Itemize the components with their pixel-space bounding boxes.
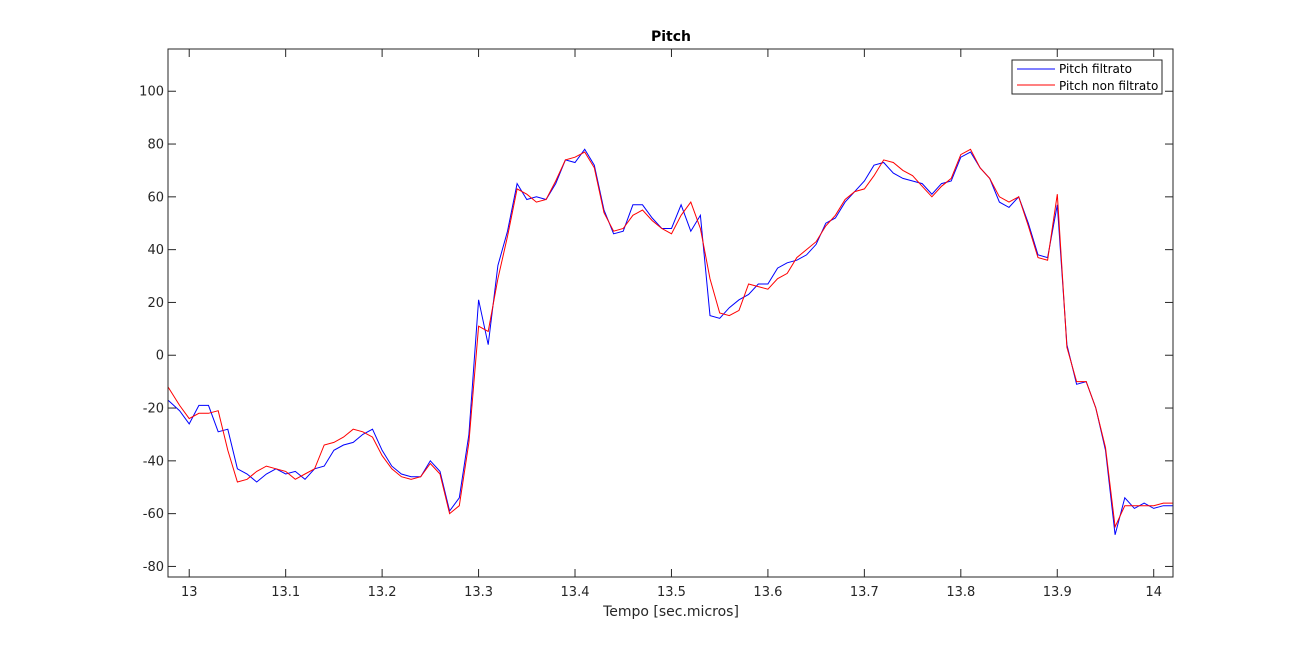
y-axis-ticks: -80 -60 -40 -20 0 20 40 60 80 100	[139, 85, 1173, 575]
x-tick-label: 13.3	[464, 585, 493, 600]
y-tick-label: 60	[147, 190, 164, 205]
y-tick-label: 40	[147, 243, 164, 258]
x-tick-label: 13.4	[561, 585, 590, 600]
y-tick-label: -20	[143, 402, 164, 417]
x-tick-label: 13.9	[1043, 585, 1072, 600]
x-axis-ticks: 13 13.1 13.2 13.3 13.4 13.5 13.6 13.7 13.8 13.9 14	[181, 49, 1162, 600]
chart-title: Pitch	[651, 29, 691, 45]
x-tick-label: 13.7	[850, 585, 879, 600]
y-tick-label: 0	[156, 349, 164, 364]
series-line-pitch-filtrato	[167, 148, 1173, 535]
series-layer	[167, 148, 1173, 535]
y-tick-label: -80	[143, 560, 164, 575]
legend-box	[1011, 59, 1163, 95]
legend-label-pitch-non-filtrato: Pitch non filtrato	[1059, 79, 1158, 93]
series-line-pitch-non-filtrato	[167, 148, 1173, 529]
y-tick-label: 100	[139, 85, 164, 100]
x-tick-label: 13.6	[753, 585, 782, 600]
x-tick-label: 13.2	[368, 585, 397, 600]
plot-frame	[167, 48, 1174, 578]
x-tick-label: 13.5	[657, 585, 686, 600]
y-tick-label: -40	[143, 454, 164, 469]
x-tick-label: 13.1	[271, 585, 300, 600]
x-tick-label: 13	[181, 585, 198, 600]
legend-label-pitch-filtrato: Pitch filtrato	[1059, 62, 1132, 76]
y-tick-label: -60	[143, 507, 164, 522]
plot-area	[168, 49, 1173, 577]
x-axis-label: Tempo [sec.micros]	[602, 604, 739, 620]
legend: Pitch filtrato Pitch non filtrato	[1011, 59, 1163, 95]
x-tick-label: 14	[1145, 585, 1162, 600]
x-tick-label: 13.8	[946, 585, 975, 600]
y-tick-label: 80	[147, 138, 164, 153]
y-tick-label: 20	[147, 296, 164, 311]
